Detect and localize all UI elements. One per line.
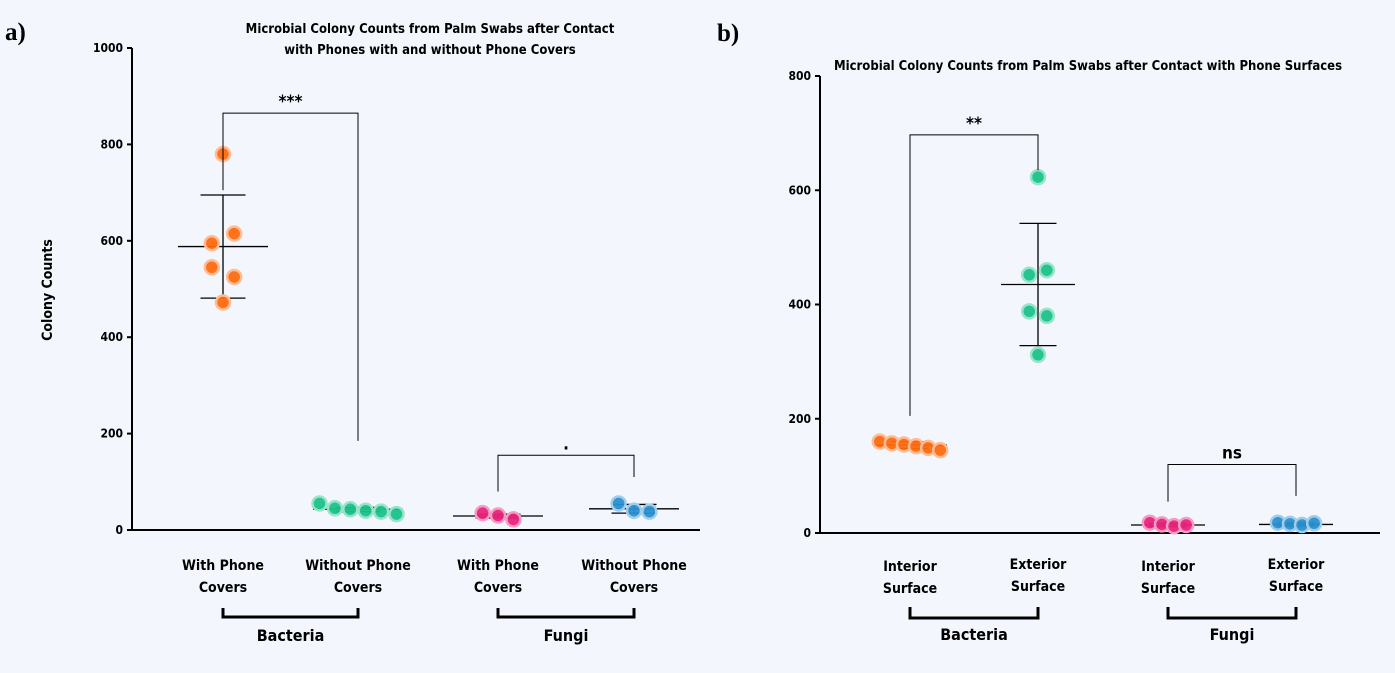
y-tick-label: 200 xyxy=(100,427,123,441)
significance-label: ** xyxy=(966,114,982,134)
group-bracket xyxy=(1166,607,1298,620)
category-group xyxy=(453,504,543,528)
category-label: Covers xyxy=(474,580,522,596)
chart-title: with Phones with and without Phone Cover… xyxy=(284,43,575,58)
data-point xyxy=(388,505,405,523)
significance-bracket xyxy=(497,454,635,492)
category-group xyxy=(311,495,405,523)
data-point xyxy=(342,501,359,518)
chart-panel-a: a) Microbial Colony Counts from Palm Swab… xyxy=(5,19,700,645)
data-point xyxy=(1029,168,1047,186)
category-label: Surface xyxy=(1269,579,1323,595)
data-point xyxy=(932,441,949,459)
data-point xyxy=(326,500,344,517)
data-point xyxy=(203,259,221,276)
y-axis-label: Colony Counts xyxy=(40,239,56,341)
y-tick-label: 200 xyxy=(788,412,811,426)
chart-title: Microbial Colony Counts from Palm Swabs … xyxy=(834,59,1342,74)
data-point xyxy=(1038,261,1056,279)
data-point xyxy=(214,294,232,311)
data-point xyxy=(489,507,507,524)
category-label: Without Phone xyxy=(581,558,687,574)
category-group xyxy=(1259,514,1333,534)
data-point xyxy=(372,503,390,520)
data-point xyxy=(641,503,658,520)
y-tick-label: 800 xyxy=(788,69,811,83)
category-label: Surface xyxy=(883,581,937,597)
data-point xyxy=(1177,516,1195,534)
data-point xyxy=(1038,307,1056,325)
y-tick-label: 1000 xyxy=(93,41,123,55)
data-point xyxy=(505,511,522,528)
significance-bracket xyxy=(1167,463,1297,502)
group-label: Bacteria xyxy=(257,626,325,645)
category-label: Exterior xyxy=(1010,557,1067,573)
category-label: Surface xyxy=(1141,581,1195,597)
data-point xyxy=(1020,266,1038,284)
category-group xyxy=(1131,514,1205,535)
data-point xyxy=(225,268,243,286)
category-label: Without Phone xyxy=(305,558,411,574)
significance-bracket xyxy=(222,112,359,441)
data-point xyxy=(474,504,491,522)
category-label: Covers xyxy=(610,580,658,596)
category-group xyxy=(589,495,679,520)
category-group xyxy=(871,433,949,459)
category-label: Interior xyxy=(1141,559,1195,575)
y-tick-label: 600 xyxy=(100,234,123,248)
category-label: With Phone xyxy=(182,558,264,574)
chart-panel-b: b) Microbial Colony Counts from Palm Swab… xyxy=(717,20,1380,644)
y-tick-label: 0 xyxy=(803,526,811,540)
data-point xyxy=(625,502,643,519)
panel-label: b) xyxy=(717,20,739,47)
data-point xyxy=(225,225,243,242)
y-tick-label: 800 xyxy=(100,137,123,151)
significance-label: *** xyxy=(279,92,303,112)
data-point xyxy=(1305,515,1323,532)
data-point xyxy=(1020,303,1038,320)
chart-title: Microbial Colony Counts from Palm Swabs … xyxy=(246,22,615,37)
category-label: Covers xyxy=(334,580,382,596)
group-bracket xyxy=(908,607,1040,620)
data-point xyxy=(610,495,627,512)
category-label: Surface xyxy=(1011,579,1065,595)
significance-label: ns xyxy=(1222,443,1242,463)
panel-label: a) xyxy=(5,19,26,46)
y-tick-label: 600 xyxy=(788,183,811,197)
data-point xyxy=(357,502,374,519)
data-point xyxy=(1029,346,1047,364)
y-tick-label: 400 xyxy=(788,298,811,312)
category-label: Interior xyxy=(883,559,937,575)
category-group xyxy=(1001,168,1075,364)
significance-bracket xyxy=(909,134,1039,416)
category-group xyxy=(178,145,268,311)
y-tick-label: 400 xyxy=(100,330,123,344)
category-label: Exterior xyxy=(1268,557,1325,573)
y-tick-label: 0 xyxy=(115,523,123,537)
category-label: With Phone xyxy=(457,558,539,574)
group-label: Fungi xyxy=(1210,625,1255,644)
category-label: Covers xyxy=(199,580,247,596)
group-bracket xyxy=(221,608,360,619)
group-bracket xyxy=(496,608,636,619)
group-label: Fungi xyxy=(544,626,589,645)
group-label: Bacteria xyxy=(940,625,1008,644)
data-point xyxy=(203,234,221,252)
data-point xyxy=(311,495,328,512)
significance-label: . xyxy=(563,434,569,454)
